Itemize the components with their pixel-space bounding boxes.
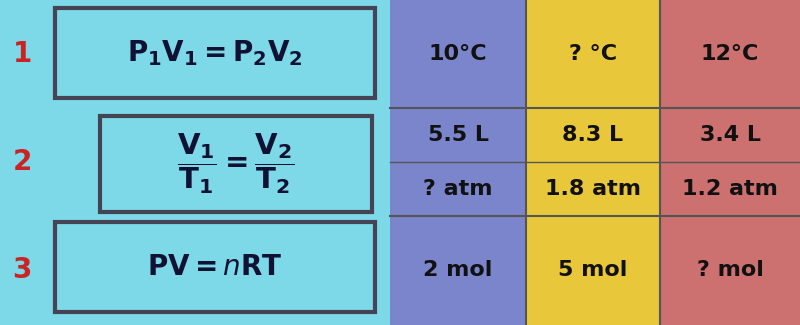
Text: 1: 1 xyxy=(12,40,32,68)
Bar xyxy=(390,0,526,325)
Text: 1.8 atm: 1.8 atm xyxy=(545,179,641,199)
Text: ? mol: ? mol xyxy=(697,261,763,280)
Text: $\bf{PV = \mathit{n}RT}$: $\bf{PV = \mathit{n}RT}$ xyxy=(147,253,282,281)
Text: $\bf{\dfrac{V_1}{T_1} = \dfrac{V_2}{T_2}}$: $\bf{\dfrac{V_1}{T_1} = \dfrac{V_2}{T_2}… xyxy=(178,132,294,196)
Bar xyxy=(526,0,660,325)
Text: 5 mol: 5 mol xyxy=(558,261,628,280)
Text: 5.5 L: 5.5 L xyxy=(427,125,489,145)
Text: ? atm: ? atm xyxy=(423,179,493,199)
Bar xyxy=(660,0,800,325)
Text: 12°C: 12°C xyxy=(701,44,759,64)
Text: 10°C: 10°C xyxy=(429,44,487,64)
Text: 2 mol: 2 mol xyxy=(423,261,493,280)
Text: 3.4 L: 3.4 L xyxy=(699,125,761,145)
Bar xyxy=(55,222,375,312)
Text: 8.3 L: 8.3 L xyxy=(562,125,623,145)
Text: 2: 2 xyxy=(12,148,32,176)
Bar xyxy=(100,116,372,212)
Text: $\bf{P_1V_1 = P_2V_2}$: $\bf{P_1V_1 = P_2V_2}$ xyxy=(127,38,303,68)
Bar xyxy=(55,8,375,98)
Text: 1.2 atm: 1.2 atm xyxy=(682,179,778,199)
Text: ? °C: ? °C xyxy=(569,44,617,64)
Text: 3: 3 xyxy=(12,256,32,284)
